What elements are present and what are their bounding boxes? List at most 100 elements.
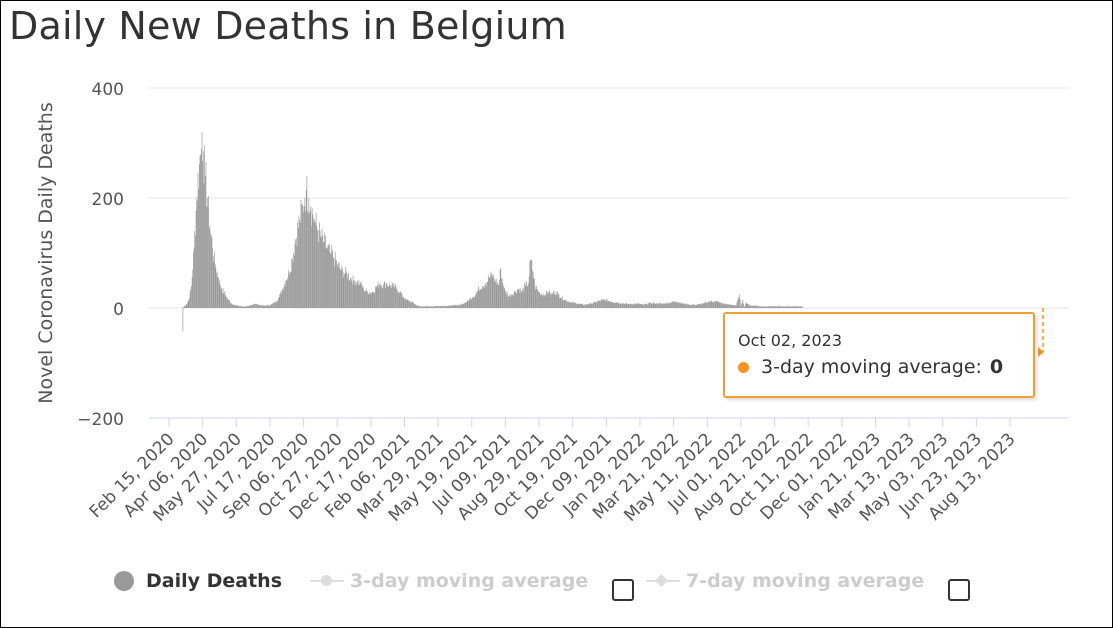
bar (339, 268, 341, 308)
bar (331, 252, 333, 308)
bar (274, 302, 276, 308)
bar (404, 298, 405, 308)
bar (563, 300, 564, 308)
bar (763, 306, 765, 308)
bar (427, 306, 428, 308)
bar (727, 304, 729, 308)
bar (393, 283, 395, 308)
bar (797, 306, 799, 308)
bar (355, 282, 357, 308)
bar (713, 302, 715, 308)
bar (472, 298, 474, 308)
bar (715, 300, 717, 308)
bar (350, 278, 352, 308)
bar (539, 291, 541, 308)
bar (602, 299, 604, 308)
checkbox-3day[interactable] (612, 579, 634, 601)
bar (244, 306, 246, 308)
bar (239, 306, 240, 308)
bar (468, 299, 470, 308)
legend-item-3day[interactable]: 3-day moving average (310, 570, 588, 592)
bar (584, 304, 586, 308)
bar (234, 305, 236, 308)
bar (788, 306, 790, 308)
bar (586, 304, 588, 308)
bar (571, 302, 573, 308)
bar (441, 306, 442, 308)
bar (620, 303, 622, 308)
bar (338, 263, 340, 308)
bar (701, 304, 703, 308)
bar (759, 306, 761, 308)
legend-item-daily-deaths[interactable]: Daily Deaths (114, 570, 282, 592)
bar (431, 306, 433, 308)
bar (347, 278, 349, 308)
bar (544, 294, 546, 308)
bar (524, 286, 526, 308)
bar (374, 292, 376, 308)
bar (231, 303, 233, 308)
bar (767, 306, 769, 308)
bar (425, 306, 427, 308)
bar (436, 306, 438, 308)
bar (193, 247, 195, 308)
bar (755, 305, 756, 308)
bar (454, 304, 456, 308)
bar (681, 302, 683, 308)
bar (693, 304, 695, 308)
bar (700, 303, 702, 308)
bar (673, 301, 674, 308)
bar (375, 287, 377, 308)
bar (576, 304, 578, 308)
legend-label-daily-deaths: Daily Deaths (146, 570, 283, 592)
bar (398, 293, 400, 308)
checkbox-7day[interactable] (948, 579, 970, 601)
bar (270, 304, 272, 308)
bar (383, 282, 385, 308)
tooltip-pointer (1038, 347, 1044, 357)
bar (227, 298, 229, 308)
bar (490, 271, 492, 308)
bar (365, 290, 366, 308)
bar (406, 299, 408, 308)
bar (745, 302, 747, 308)
bar (453, 305, 455, 308)
bar (413, 302, 415, 308)
bar (411, 301, 413, 308)
bar (311, 208, 313, 308)
bar (478, 286, 479, 308)
bar (361, 287, 363, 308)
bar (665, 303, 667, 308)
bar (509, 294, 511, 308)
bar (491, 275, 493, 308)
bar (540, 295, 541, 308)
bar (583, 304, 585, 308)
bar (470, 299, 472, 308)
bar (239, 305, 241, 308)
bar (428, 306, 430, 308)
bar (346, 273, 348, 308)
legend-item-7day[interactable]: 7-day moving average (646, 570, 924, 592)
bar (240, 306, 242, 308)
bar (414, 303, 415, 308)
bar (751, 305, 752, 308)
bar (251, 305, 253, 308)
bar (284, 283, 285, 308)
bar (759, 306, 760, 308)
bar (604, 299, 606, 308)
bar (774, 306, 776, 308)
bar (456, 304, 458, 308)
bar (387, 285, 388, 308)
bar (193, 251, 194, 308)
bar (726, 304, 727, 308)
bar (412, 302, 414, 308)
bar (762, 306, 764, 308)
bar (294, 243, 296, 308)
bar (334, 266, 335, 308)
bar (220, 285, 221, 308)
bar (735, 305, 737, 308)
bar (459, 304, 461, 308)
bar (693, 304, 694, 308)
bar (299, 220, 300, 308)
bar (416, 305, 418, 308)
